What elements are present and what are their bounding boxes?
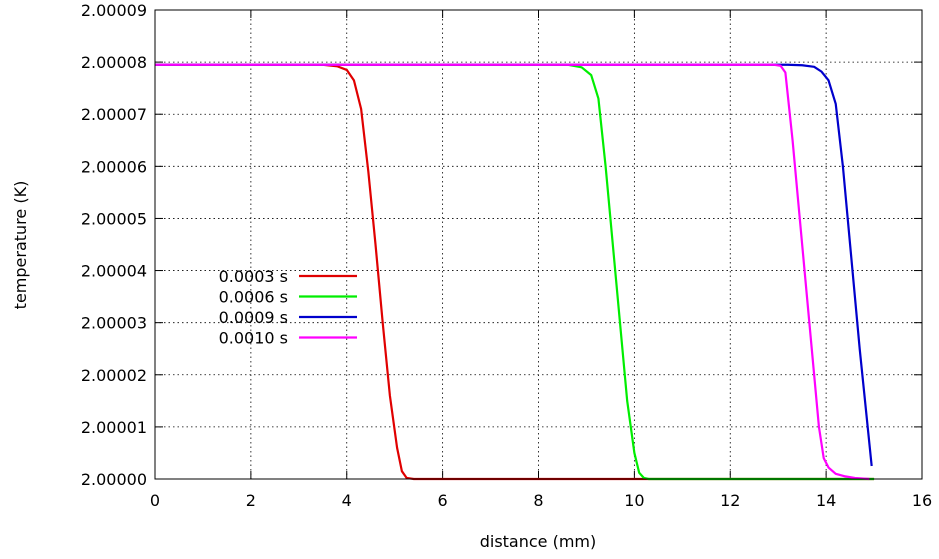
series-line-1 <box>155 63 875 481</box>
y-tick-label: 2.00003 <box>81 314 147 333</box>
y-tick-label: 2.00008 <box>81 53 147 72</box>
x-tick-label: 0 <box>150 491 160 510</box>
y-axis-label: temperature (K) <box>11 181 30 310</box>
series-line-3 <box>155 63 873 467</box>
series-group <box>155 63 875 481</box>
plot-frame <box>154 9 923 480</box>
y-tick-label: 2.00001 <box>81 418 147 437</box>
legend-label: 0.0006 s <box>219 288 288 307</box>
x-tick-label: 6 <box>438 491 448 510</box>
y-tick-label: 2.00007 <box>81 105 147 124</box>
y-tick-label: 2.00005 <box>81 209 147 228</box>
x-tick-label: 14 <box>816 491 836 510</box>
y-tick-label: 2.00006 <box>81 157 147 176</box>
y-tick-label: 2.00009 <box>81 1 147 20</box>
y-tick-label: 2.00004 <box>81 262 147 281</box>
x-tick-label: 16 <box>912 491 932 510</box>
legend: 0.0003 s 0.0006 s0.0009 s 0.0010 s <box>219 267 357 348</box>
y-tick-label: 2.00000 <box>81 470 147 489</box>
tick-labels: 0 2 4 6 8 10 12 14 16 2.00000 2.00001 2.00002 2.0000… <box>81 1 932 510</box>
grid <box>155 10 922 479</box>
legend-label: 0.0009 s <box>219 308 288 327</box>
x-tick-label: 12 <box>720 491 740 510</box>
x-tick-label: 2 <box>246 491 256 510</box>
series-line-2 <box>155 63 875 481</box>
x-tick-label: 8 <box>533 491 543 510</box>
x-tick-label: 4 <box>342 491 352 510</box>
y-tick-label: 2.00002 <box>81 366 147 385</box>
x-axis-label: distance (mm) <box>480 532 597 551</box>
legend-label: 0.0010 s <box>219 329 288 348</box>
legend-label: 0.0003 s <box>219 267 288 286</box>
series-line-4 <box>155 63 870 481</box>
x-tick-label: 10 <box>624 491 644 510</box>
